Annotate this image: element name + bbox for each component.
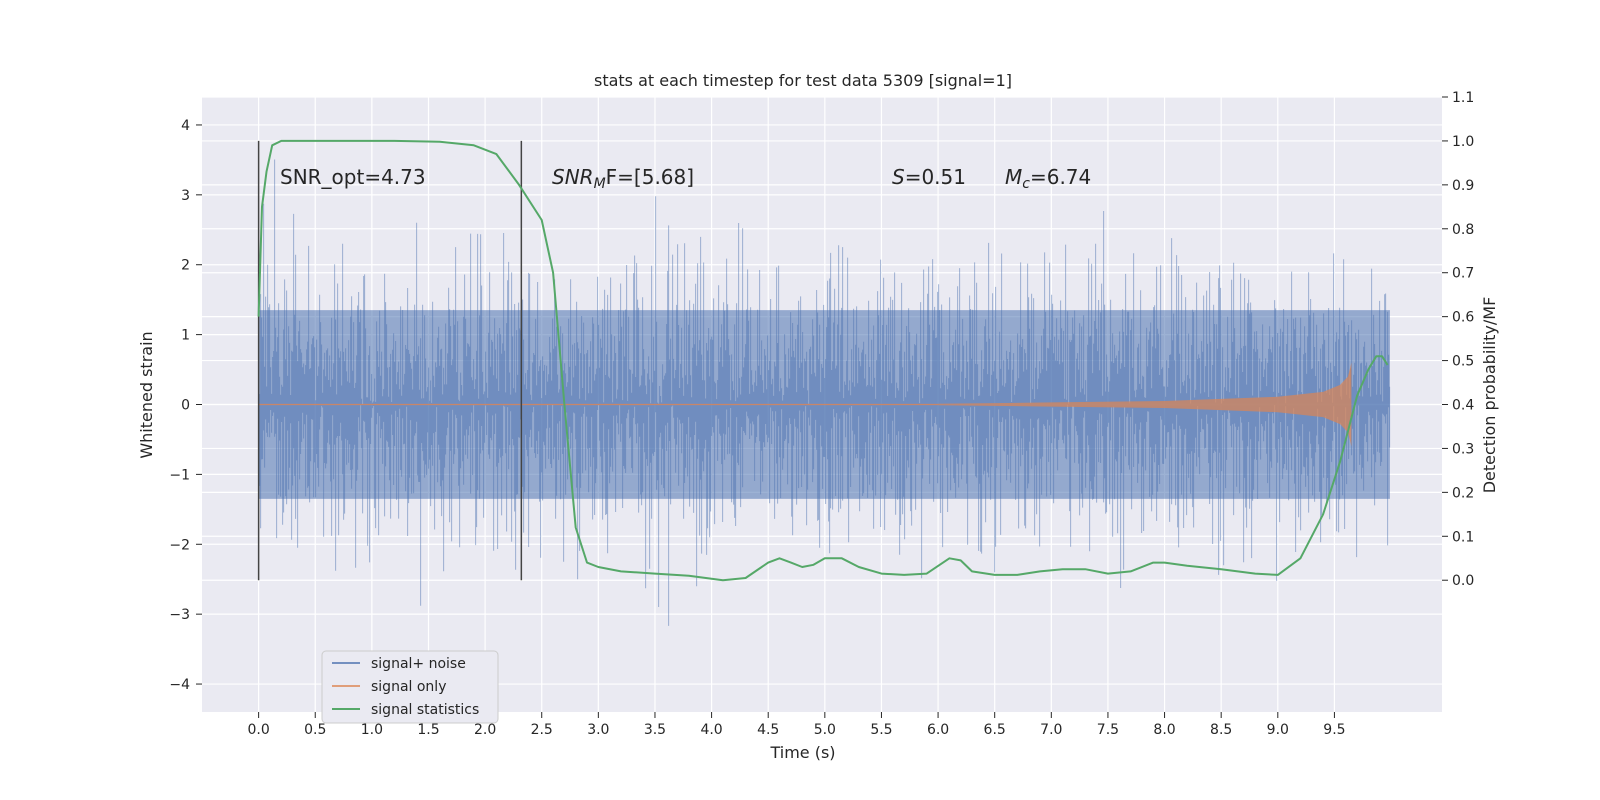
y2-tick-label: 0.1	[1452, 529, 1474, 545]
signal-statistics-line	[257, 139, 1389, 582]
x-tick-label: 7.0	[1040, 722, 1062, 738]
annotation-snr-mf-main: SNR	[552, 165, 594, 189]
y-tick-label: 0	[181, 398, 190, 414]
y2-tick-label: 0.8	[1452, 222, 1474, 238]
y2-tick-label: 1.0	[1452, 134, 1474, 150]
y-tick-label: −3	[169, 607, 190, 623]
y-tick-label: 3	[181, 188, 190, 204]
x-tick-label: 1.5	[417, 722, 439, 738]
legend: signal+ noise signal only signal statist…	[321, 650, 499, 724]
y-axis-label: Whitened strain	[137, 331, 156, 458]
y-tick-label: 4	[181, 118, 190, 134]
annotation-s-rest: =0.51	[905, 165, 966, 189]
annotation-s-italic: S	[892, 165, 905, 189]
annotation-mc: Mc=6.74	[1005, 165, 1091, 192]
chart-title: stats at each timestep for test data 530…	[594, 71, 1012, 90]
x-tick-label: 3.5	[644, 722, 666, 738]
y2-tick-label: 0.9	[1452, 178, 1474, 194]
vertical-markers	[257, 140, 523, 581]
x-tick-label: 6.5	[984, 722, 1006, 738]
y-tick-label: 2	[181, 258, 190, 274]
x-tick-label: 0.0	[247, 722, 269, 738]
legend-label-signal-only: signal only	[371, 679, 446, 695]
series-signal-statistics	[257, 139, 1389, 582]
y2-tick-label: 0.6	[1452, 310, 1474, 326]
x-tick-label: 2.5	[531, 722, 553, 738]
annotation-snr-mf-rest: F=[5.68]	[606, 165, 694, 189]
annotation-mc-sub: c	[1022, 176, 1030, 192]
annotation-mc-rest: =6.74	[1030, 165, 1091, 189]
x-tick-label: 6.0	[927, 722, 949, 738]
annotation-snr-opt: SNR_opt=4.73	[280, 165, 426, 189]
x-tick-label: 1.0	[361, 722, 383, 738]
x-tick-label: 3.0	[587, 722, 609, 738]
x-tick-label: 8.5	[1210, 722, 1232, 738]
x-tick-label: 4.0	[700, 722, 722, 738]
x-tick-label: 5.0	[814, 722, 836, 738]
y-axis-ticks: 4 3 2 1 0 −1 −2 −3 −4	[169, 118, 202, 693]
x-tick-label: 9.0	[1267, 722, 1289, 738]
y2-tick-label: 0.3	[1452, 441, 1474, 457]
y2-tick-label: 0.4	[1452, 398, 1474, 414]
y2-tick-label: 0.0	[1452, 573, 1474, 589]
x-axis-ticks: 0.0 0.5 1.0 1.5 2.0 2.5 3.0 3.5 4.0 4.5 5.0 5.5 6.0 6…	[247, 712, 1346, 738]
annotation-snr-mf-sub: M	[594, 176, 606, 192]
y2-tick-label: 0.5	[1452, 354, 1474, 370]
annotation-snr-mf: SNRMF=[5.68]	[552, 165, 694, 192]
x-tick-label: 7.5	[1097, 722, 1119, 738]
x-tick-label: 8.0	[1153, 722, 1175, 738]
annotation-mc-main: M	[1005, 165, 1022, 189]
x-tick-label: 0.5	[304, 722, 326, 738]
y-tick-label: −2	[169, 537, 190, 553]
y-tick-label: 1	[181, 328, 190, 344]
x-axis-label: Time (s)	[769, 743, 835, 762]
legend-box	[321, 650, 499, 724]
y2-axis-ticks: 1.1 1.0 0.9 0.8 0.7 0.6 0.5 0.4 0.3 0.2 0.1 0.0	[1442, 90, 1474, 589]
y2-tick-label: 1.1	[1452, 90, 1474, 106]
x-tick-label: 5.5	[870, 722, 892, 738]
x-tick-label: 4.5	[757, 722, 779, 738]
y-tick-label: −1	[169, 467, 190, 483]
y2-tick-label: 0.2	[1452, 485, 1474, 501]
annotations: SNR_opt=4.73 SNRMF=[5.68] S=0.51 Mc=6.74	[280, 165, 1091, 192]
y2-tick-label: 0.7	[1452, 266, 1474, 282]
signal-chirp-envelope	[938, 362, 1352, 447]
series-signal-only	[258, 362, 1352, 447]
legend-label-signal-statistics: signal statistics	[371, 702, 479, 718]
y2-axis-label: Detection probability/MF	[1480, 297, 1499, 494]
x-tick-label: 2.0	[474, 722, 496, 738]
x-tick-label: 9.5	[1323, 722, 1345, 738]
y-tick-label: −4	[169, 677, 190, 693]
legend-label-signal-plus-noise: signal+ noise	[371, 656, 466, 672]
annotation-s: S=0.51	[892, 165, 966, 189]
